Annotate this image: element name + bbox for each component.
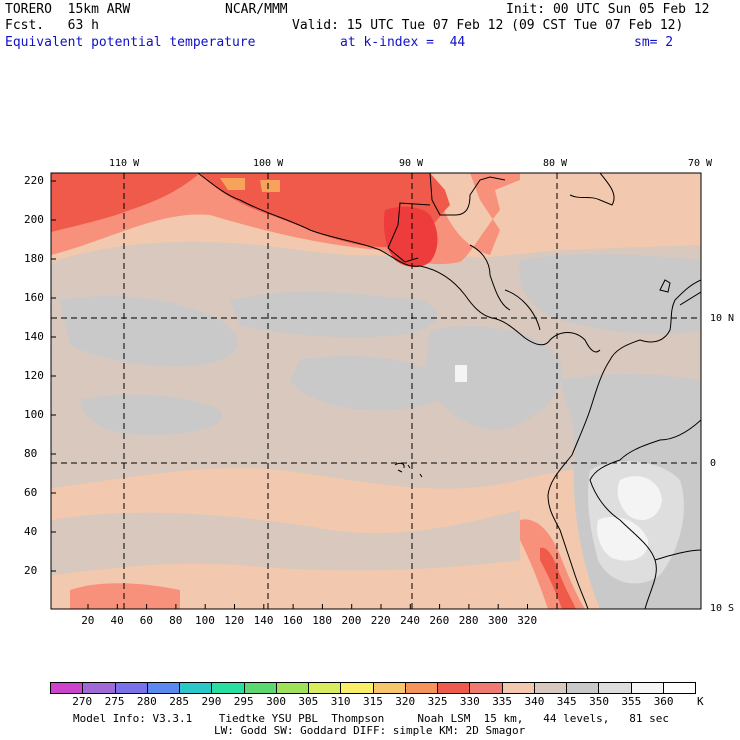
lon-label: 110 W [109,158,140,169]
colorbar-cell [244,683,277,693]
coastlines [197,173,701,609]
bottom-axis-label: 160 [282,614,303,627]
bottom-axis-label: 280 [458,614,479,627]
lon-label: 90 W [399,158,424,169]
bottom-axis-label: 240 [400,614,420,627]
colorbar-cell [470,683,503,693]
left-axis-label: 20 [24,564,38,577]
colorbar-cell [405,683,438,693]
colorbar-cell [502,683,535,693]
colorbar-label: 340 [524,695,545,708]
colorbar-label: 300 [266,695,286,708]
left-axis-label: 140 [24,330,44,343]
bottom-axis-label: 20 [81,614,95,627]
physics-info: LW: Godd SW: Goddard DIFF: simple KM: 2D… [214,724,526,737]
bottom-axis-label: 120 [224,614,245,627]
colorbar-cell [534,683,567,693]
k-index: at k-index = 44 [340,35,466,50]
colorbar-cell [276,683,309,693]
lat-label: 10 S [710,603,735,614]
bottom-axis-label: 40 [110,614,124,627]
colorbar-cell [147,683,180,693]
colorbar-label: 325 [427,695,448,708]
colorbar-label: 305 [298,695,319,708]
colorbar-cell [373,683,406,693]
colorbar-label: 355 [621,695,642,708]
colorbar-label: 320 [395,695,416,708]
colorbar-label: 295 [233,695,254,708]
colorbar-label: 315 [363,695,383,708]
colorbar-label: 350 [589,695,609,708]
colorbar-label: 285 [169,695,190,708]
colorbar-label: 275 [104,695,125,708]
colorbar-label: 310 [330,695,351,708]
left-axis-label: 220 [24,174,44,187]
colorbar-label: 270 [72,695,93,708]
axis-ticks [51,180,528,609]
forecast-hour: Fcst. 63 h [5,18,99,33]
colorbar-label: 345 [556,695,577,708]
bottom-axis-label: 220 [370,614,391,627]
colorbar-unit: K [697,695,704,708]
bottom-axis-label: 100 [195,614,215,627]
map-frame [50,172,702,610]
colorbar-cell [115,683,148,693]
init-time: Init: 00 UTC Sun 05 Feb 12 [506,2,710,17]
colorbar-label: 330 [459,695,480,708]
colorbar-label: 280 [136,695,157,708]
lon-label: 80 W [543,158,568,169]
bottom-axis-label: 140 [253,614,274,627]
left-axis-label: 180 [24,252,44,265]
left-axis-label: 160 [24,291,44,304]
field-name: Equivalent potential temperature [5,35,256,50]
colorbar [50,682,696,694]
colorbar-cell [51,683,84,693]
smoothing: sm= 2 [634,35,674,50]
colorbar-cell [309,683,342,693]
colorbar-cell [212,683,245,693]
colorbar-cell [663,683,695,693]
bottom-axis-label: 260 [429,614,450,627]
colorbar-label: 360 [653,695,674,708]
valid-time: Valid: 15 UTC Tue 07 Feb 12 (09 CST Tue … [292,18,684,33]
colorbar-cell [631,683,664,693]
left-axis-label: 40 [24,525,38,538]
lat-label: 0 [710,458,717,469]
lon-label: 100 W [253,158,284,169]
colorbar-label: 335 [492,695,513,708]
bottom-axis-label: 180 [312,614,333,627]
model-title: TORERO 15km ARW [5,2,131,17]
colorbar-cell [599,683,632,693]
colorbar-cell [438,683,471,693]
bottom-axis-label: 60 [139,614,154,627]
lon-label: 70 W [688,158,713,169]
bottom-axis-label: 200 [341,614,362,627]
lat-label: 10 N [710,313,735,324]
colorbar-label: 290 [201,695,222,708]
left-axis-label: 100 [24,408,44,421]
model-info: Model Info: V3.3.1 Tiedtke YSU PBL Thomp… [73,712,670,725]
bottom-axis-label: 80 [169,614,183,627]
theta-e-field [51,173,701,609]
left-axis-label: 120 [24,369,44,382]
left-axis-label: 200 [24,213,44,226]
colorbar-cell [180,683,213,693]
center-label: NCAR/MMM [225,2,288,17]
colorbar-cell [341,683,374,693]
colorbar-cell [83,683,116,693]
bottom-axis-label: 300 [488,614,508,627]
left-axis-label: 80 [24,447,38,460]
colorbar-cell [567,683,600,693]
graticule [51,173,701,609]
left-axis-label: 60 [24,486,38,499]
bottom-axis-label: 320 [517,614,538,627]
